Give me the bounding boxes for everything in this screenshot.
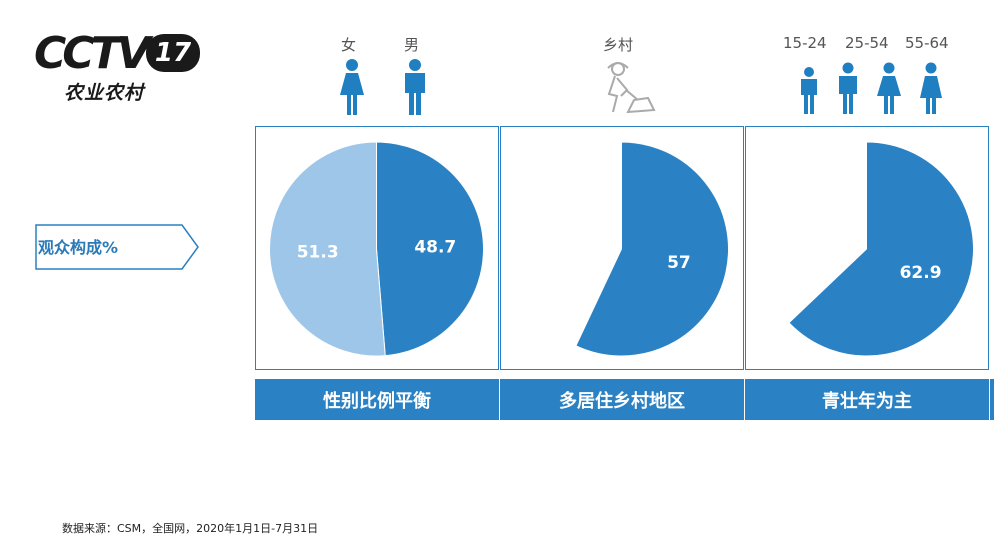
senior-female-icon (920, 62, 942, 114)
gender-pie-chart: 48.7 51.3 (268, 141, 484, 357)
age-panel: 62.9 (745, 126, 989, 370)
gender-panel: 48.7 51.3 (255, 126, 499, 370)
callout-arrow (35, 224, 199, 270)
pie-data-label-0-1: 51.3 (297, 242, 339, 262)
male-icon (405, 59, 425, 115)
adult-male-icon (839, 62, 857, 114)
data-source-note: 数据来源：CSM，全国网，2020年1月1日-7月31日 (62, 522, 319, 535)
age-label-25-54: 25-54 (845, 34, 889, 52)
adult-female-icon (877, 62, 901, 114)
rural-label: 乡村 (603, 36, 634, 54)
pie-slice-1-0 (575, 141, 729, 357)
youth-icon (801, 67, 817, 114)
region-pie-chart: 57 (575, 141, 729, 357)
pie-slice-0-0 (376, 141, 484, 357)
male-label: 男 (404, 36, 420, 54)
age-pie-chart: 62.9 (788, 141, 974, 357)
pie-data-label-2-0: 62.9 (900, 263, 942, 283)
logo-brand: CCTV (34, 28, 151, 79)
pie-slice-2-0 (788, 141, 974, 357)
region-panel: 57 (500, 126, 744, 370)
logo-channel-badge: 17 (146, 34, 200, 72)
pie-data-label-1-0: 57 (667, 253, 691, 273)
gender-caption: 性别比例平衡 (255, 379, 499, 420)
age-label-55-64: 55-64 (905, 34, 949, 52)
pie-slice-0-1 (268, 141, 386, 357)
female-label: 女 (341, 36, 357, 54)
age-caption: 青壮年为主 (745, 379, 989, 420)
age-label-15-24: 15-24 (783, 34, 827, 52)
farmer-icon (607, 62, 656, 114)
pie-data-label-0-0: 48.7 (414, 238, 456, 258)
audience-composition-label: 观众构成% (38, 238, 119, 257)
female-icon (340, 59, 364, 115)
region-caption: 多居住乡村地区 (500, 379, 744, 420)
caption-strip-edge (990, 379, 994, 420)
logo-subtitle: 农业农村 (64, 82, 145, 104)
cctv17-logo: CCTV 17 农业农村 (30, 28, 200, 108)
